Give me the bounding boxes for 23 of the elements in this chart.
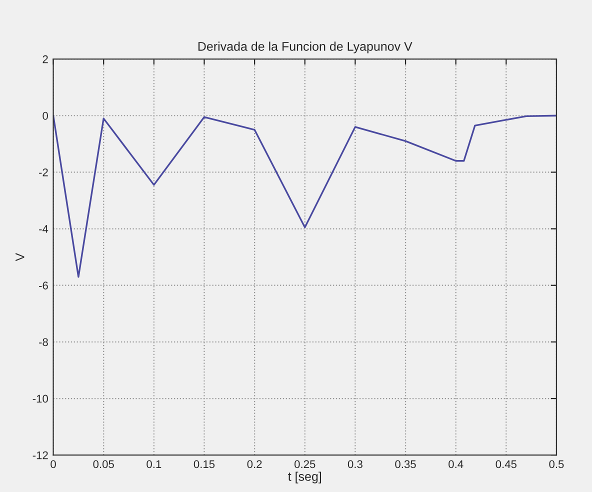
x-tick-label: 0.05 bbox=[93, 460, 114, 468]
x-tick-label: 0.3 bbox=[348, 460, 362, 468]
x-tick-label: 0.2 bbox=[247, 460, 262, 468]
x-tick-label: 0.35 bbox=[395, 460, 416, 468]
x-tick-label: 0.15 bbox=[194, 460, 215, 468]
chart-title: Derivada de la Funcion de Lyapunov V bbox=[198, 42, 412, 54]
x-tick-label: 0.4 bbox=[448, 460, 464, 468]
x-tick-label: 0.25 bbox=[294, 460, 316, 468]
x-axis-title: t [seg] bbox=[288, 472, 322, 484]
y-tick-label: -4 bbox=[39, 225, 48, 233]
y-tick-label: 0 bbox=[42, 112, 48, 120]
y-tick-label: -12 bbox=[32, 451, 48, 460]
y-tick-label: 2 bbox=[42, 55, 48, 64]
y-tick-label: -10 bbox=[32, 394, 48, 403]
x-tick-label: 0 bbox=[50, 460, 56, 468]
y-tick-label: -2 bbox=[39, 168, 48, 176]
line-series bbox=[53, 114, 556, 278]
x-tick-label: 0.45 bbox=[496, 460, 517, 468]
x-tick-label: 0.5 bbox=[549, 460, 564, 468]
y-axis-title: V bbox=[16, 252, 24, 262]
y-tick-label: -8 bbox=[39, 338, 48, 346]
x-tick-label: 0.1 bbox=[146, 460, 162, 468]
y-tick-label: -6 bbox=[39, 282, 48, 290]
